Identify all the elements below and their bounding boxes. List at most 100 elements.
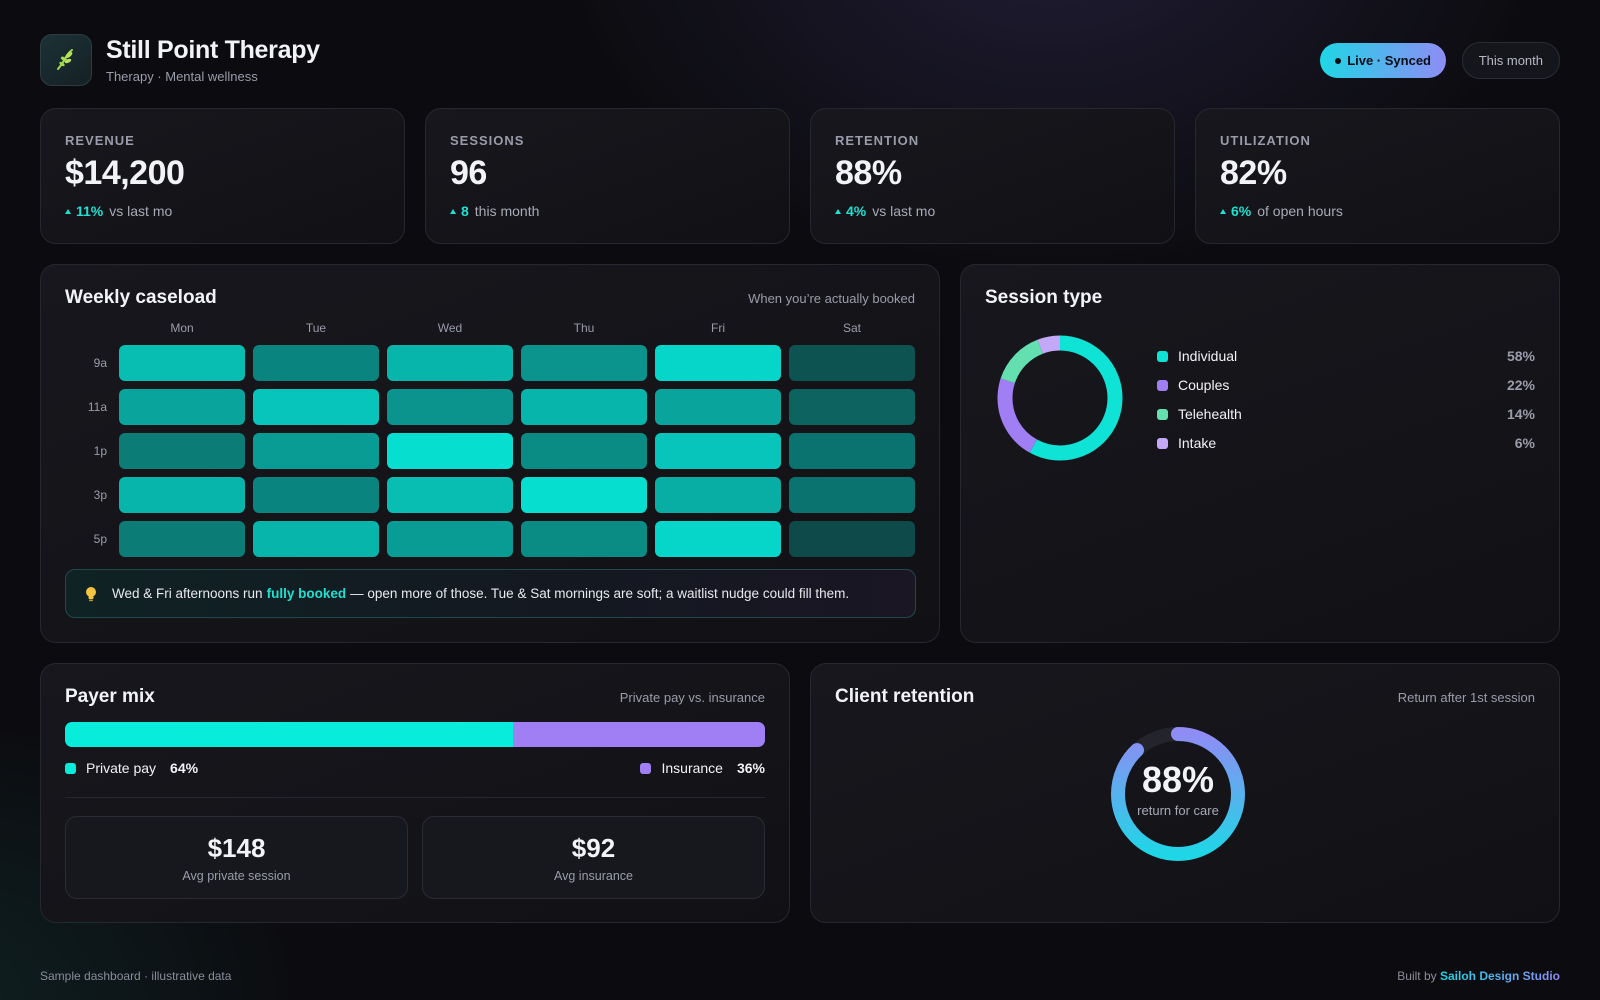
- payer-mix-bar: [65, 722, 765, 747]
- footer-disclaimer: Sample dashboard · illustrative data: [40, 969, 232, 983]
- kpi-label: SESSIONS: [450, 133, 525, 148]
- heatmap-cell[interactable]: [253, 433, 379, 469]
- session-type-donut: [997, 335, 1123, 461]
- heatmap-cell[interactable]: [655, 389, 781, 425]
- period-selector[interactable]: This month: [1461, 42, 1560, 79]
- kpi-delta-value: 11%: [76, 203, 104, 219]
- avg-private-value: $148: [207, 833, 266, 863]
- heatmap-cell[interactable]: [253, 521, 379, 557]
- insight-banner: Wed & Fri afternoons run fully booked — …: [65, 569, 916, 618]
- heatmap-cell[interactable]: [789, 433, 915, 469]
- kpi-delta: 4% vs last mo: [835, 203, 935, 219]
- day-label: Sat: [842, 321, 861, 335]
- app-title: Still Point Therapy: [106, 36, 320, 64]
- kpi-value: 88%: [835, 154, 902, 192]
- heatmap-cell[interactable]: [387, 433, 513, 469]
- live-sync-label: Live · Synced: [1347, 53, 1431, 68]
- heatmap-cell[interactable]: [387, 389, 513, 425]
- heatmap-cell[interactable]: [521, 521, 647, 557]
- day-label: Fri: [711, 321, 725, 335]
- legend-item-private-pay: Private pay 64%: [65, 760, 198, 776]
- time-label: 5p: [93, 532, 107, 546]
- private-pay-segment: [65, 722, 513, 747]
- heatmap-cell[interactable]: [789, 389, 915, 425]
- time-label: 1p: [93, 444, 107, 458]
- legend-value: 58%: [1506, 348, 1535, 364]
- kpi-delta-context: vs last mo: [872, 203, 936, 219]
- app-subtitle: Therapy · Mental wellness: [106, 69, 258, 84]
- kpi-value: 96: [450, 154, 487, 192]
- heatmap-cell[interactable]: [655, 477, 781, 513]
- legend-swatch: [65, 762, 76, 774]
- kpi-value: $14,200: [65, 154, 185, 192]
- retention-caption: return for care: [1137, 803, 1219, 818]
- legend-value: 36%: [736, 760, 765, 776]
- legend-item-telehealth: Telehealth 14%: [1157, 404, 1535, 424]
- heatmap-cell[interactable]: [119, 345, 245, 381]
- legend-label: Intake: [1178, 435, 1217, 451]
- card-title: Weekly caseload: [65, 287, 217, 308]
- legend-label: Private pay: [86, 760, 157, 776]
- card-title: Client retention: [835, 686, 975, 707]
- card-note: When you’re actually booked: [748, 291, 915, 306]
- heatmap-cell[interactable]: [387, 345, 513, 381]
- legend-value: 22%: [1506, 377, 1535, 393]
- payer-mix-card: Payer mix Private pay vs. insurance Priv…: [40, 663, 790, 923]
- heatmap-cell[interactable]: [521, 433, 647, 469]
- avg-insurance-value: $92: [571, 833, 616, 863]
- heatmap-cell[interactable]: [387, 477, 513, 513]
- kpi-card-revenue: REVENUE $14,200 11% vs last mo: [40, 108, 405, 244]
- heatmap-cell[interactable]: [119, 477, 245, 513]
- donut-slice-intake[interactable]: [997, 335, 1123, 461]
- brand-logo: [40, 34, 92, 86]
- heatmap-cell[interactable]: [253, 477, 379, 513]
- kpi-label: RETENTION: [835, 133, 920, 148]
- heatmap-cell[interactable]: [119, 521, 245, 557]
- client-retention-card: Client retention Return after 1st sessio…: [810, 663, 1560, 923]
- kpi-card-utilization: UTILIZATION 82% 6% of open hours: [1195, 108, 1560, 244]
- legend-swatch: [1157, 350, 1168, 362]
- heatmap-cell[interactable]: [789, 477, 915, 513]
- heatmap-cell[interactable]: [521, 345, 647, 381]
- donut-slice-couples[interactable]: [997, 335, 1123, 461]
- avg-private-card: $148 Avg private session: [65, 816, 408, 899]
- trend-up-icon: [65, 208, 71, 214]
- app-header: Still Point Therapy Therapy · Mental wel…: [40, 34, 1560, 86]
- heatmap-cell[interactable]: [387, 521, 513, 557]
- heatmap-cell[interactable]: [789, 521, 915, 557]
- avg-private-label: Avg private session: [182, 869, 291, 883]
- session-type-card: Session type Individual 58% Couples 22% …: [960, 264, 1560, 643]
- kpi-card-retention: RETENTION 88% 4% vs last mo: [810, 108, 1175, 244]
- legend-item-couples: Couples 22%: [1157, 375, 1535, 395]
- kpi-value: 82%: [1220, 154, 1287, 192]
- heatmap-cell[interactable]: [655, 521, 781, 557]
- heatmap-cell[interactable]: [521, 477, 647, 513]
- heatmap-cell[interactable]: [789, 345, 915, 381]
- kpi-delta: 11% vs last mo: [65, 203, 172, 219]
- heatmap-cell[interactable]: [521, 389, 647, 425]
- time-label: 3p: [93, 488, 107, 502]
- footer-built-by: Built by: [1397, 969, 1437, 983]
- heatmap-cell[interactable]: [655, 433, 781, 469]
- legend-value: 14%: [1506, 406, 1535, 422]
- day-label: Tue: [305, 321, 327, 335]
- insight-text-end: — open more of those. Tue & Sat mornings…: [350, 586, 850, 601]
- live-sync-badge[interactable]: Live · Synced: [1320, 43, 1446, 78]
- legend-swatch: [1157, 437, 1168, 449]
- legend-label: Individual: [1178, 348, 1238, 364]
- avg-insurance-label: Avg insurance: [554, 869, 633, 883]
- heatmap-cell[interactable]: [253, 389, 379, 425]
- heatmap-cell[interactable]: [253, 345, 379, 381]
- trend-up-icon: [1220, 208, 1226, 214]
- footer-studio-link[interactable]: Sailoh Design Studio: [1439, 969, 1560, 983]
- heatmap-cell[interactable]: [655, 345, 781, 381]
- kpi-delta-context: of open hours: [1257, 203, 1343, 219]
- day-label: Wed: [437, 321, 463, 335]
- insight-highlight: fully booked: [266, 586, 347, 601]
- kpi-delta-value: 4%: [846, 203, 867, 219]
- heatmap-cell[interactable]: [119, 389, 245, 425]
- heatmap-cell[interactable]: [119, 433, 245, 469]
- avg-insurance-card: $92 Avg insurance: [422, 816, 765, 899]
- legend-item-individual: Individual 58%: [1157, 346, 1535, 366]
- lightbulb-icon: [86, 586, 96, 601]
